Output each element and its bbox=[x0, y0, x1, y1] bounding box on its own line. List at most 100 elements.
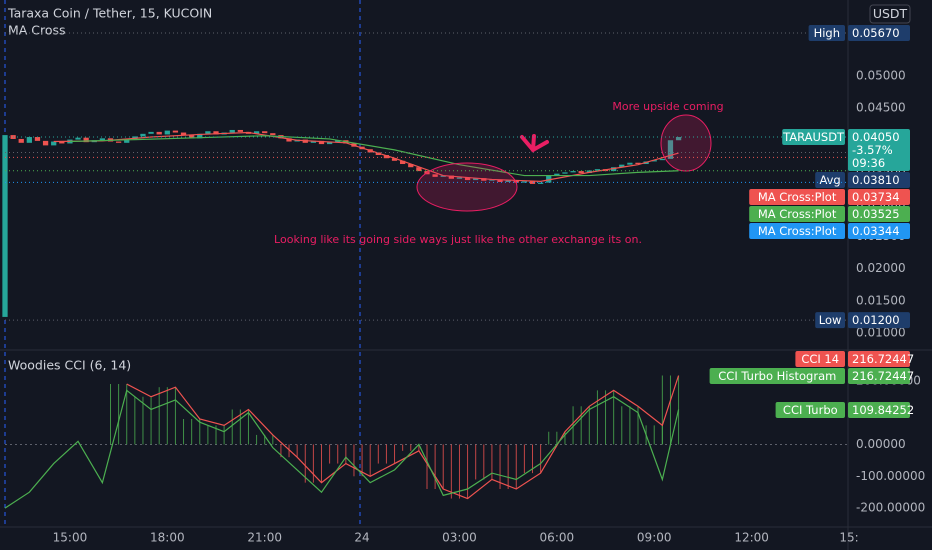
candle-body bbox=[416, 167, 422, 172]
candle-body bbox=[197, 133, 203, 139]
tag-label-box bbox=[749, 223, 845, 240]
candle-body bbox=[529, 181, 536, 184]
candle-body bbox=[2, 135, 8, 317]
candle-body bbox=[326, 142, 333, 145]
tag-value-box bbox=[848, 24, 910, 41]
tag-label-box bbox=[709, 368, 845, 384]
candle-body bbox=[310, 140, 317, 143]
candle-body bbox=[124, 138, 130, 143]
y-tick-label: 0.01500 bbox=[856, 293, 906, 307]
tag-value-box bbox=[848, 351, 910, 367]
tag-value: 0.05670 bbox=[852, 26, 900, 40]
tag-label: Avg bbox=[819, 173, 840, 187]
x-tick-label: 06:00 bbox=[540, 531, 575, 545]
tag-value-box bbox=[848, 312, 910, 329]
currency-label: USDT bbox=[873, 6, 908, 21]
x-tick-label: 09:00 bbox=[637, 531, 672, 545]
candle-body bbox=[594, 169, 601, 171]
y-tick-label: 0.05000 bbox=[856, 69, 906, 83]
candle-body bbox=[667, 140, 674, 159]
y-tick-label: 0.02000 bbox=[856, 261, 906, 275]
tag-value: 109.84252 bbox=[852, 403, 914, 417]
candle-body bbox=[489, 179, 495, 181]
highlight-ellipse bbox=[416, 162, 518, 212]
candle-body bbox=[237, 129, 243, 132]
candle-body bbox=[464, 177, 471, 181]
tag-label-box bbox=[775, 402, 845, 418]
tag-value-box bbox=[848, 172, 910, 189]
tag-value-box bbox=[848, 223, 910, 240]
candle-body bbox=[651, 160, 657, 162]
highlight-ellipse bbox=[660, 114, 712, 172]
candle-body bbox=[213, 131, 219, 135]
candle-body bbox=[578, 171, 584, 174]
tag-label: CCI Turbo bbox=[783, 403, 838, 417]
cci-line bbox=[4, 389, 680, 509]
x-tick-label: 24 bbox=[354, 531, 369, 545]
candle-body bbox=[335, 140, 341, 143]
arrow bbox=[520, 134, 549, 153]
candle-body bbox=[383, 155, 390, 159]
y-tick-label: 0.00000 bbox=[856, 437, 906, 451]
candle-body bbox=[205, 131, 211, 134]
candle-body bbox=[586, 170, 592, 174]
x-tick-label: 15:00 bbox=[53, 531, 88, 545]
candle-body bbox=[505, 180, 511, 183]
candle-body bbox=[635, 162, 641, 165]
tag-label-box bbox=[749, 189, 845, 206]
candle-body bbox=[497, 179, 503, 183]
tag-value-box bbox=[848, 129, 910, 172]
x-tick-label: 18:00 bbox=[150, 531, 185, 545]
candle-body bbox=[513, 180, 519, 183]
candle-body bbox=[627, 162, 633, 165]
tag-label: MA Cross:Plot bbox=[758, 190, 837, 204]
tag-value-box bbox=[848, 368, 910, 384]
candle-body bbox=[481, 178, 487, 181]
candle-body bbox=[562, 172, 568, 174]
candle-body bbox=[115, 141, 122, 143]
tag-label: CCI 14 bbox=[801, 352, 839, 366]
tag-value-box bbox=[848, 206, 910, 223]
tag-value: 0.03344 bbox=[852, 224, 900, 238]
x-tick-label: 03:00 bbox=[442, 531, 477, 545]
tag-label-box bbox=[808, 24, 845, 41]
tag-label-box bbox=[782, 129, 845, 146]
tag-label-box bbox=[795, 351, 845, 367]
candle-body bbox=[391, 158, 398, 161]
x-tick-label: 15: bbox=[839, 531, 858, 545]
tag-value: 0.03810 bbox=[852, 173, 900, 187]
candle-body bbox=[59, 141, 65, 144]
y-tick-label: -200.00000 bbox=[856, 501, 925, 515]
tag-label: High bbox=[814, 26, 840, 40]
candle-body bbox=[18, 138, 24, 143]
candle-body bbox=[554, 173, 560, 176]
indicator-label: MA Cross bbox=[8, 23, 66, 38]
tag-value: -3.57% bbox=[852, 143, 893, 157]
price-tags: High 0.05670 TARAUSDT 0.04050-3.57%09:36 Avg… bbox=[5, 24, 914, 418]
candle-body bbox=[172, 130, 179, 133]
tag-value: 216.72447 bbox=[852, 369, 914, 383]
annotation: Looking like its going side ways just li… bbox=[274, 233, 642, 246]
tag-label: CCI Turbo Histogram bbox=[718, 369, 836, 383]
candle-body bbox=[270, 133, 276, 136]
candle-body bbox=[318, 140, 325, 145]
tag-value-box bbox=[848, 402, 910, 418]
tag-label-box bbox=[749, 206, 845, 223]
annotation: More upside coming bbox=[612, 100, 723, 113]
tag-label-box bbox=[815, 312, 845, 329]
candle-body bbox=[546, 175, 552, 183]
currency-button[interactable] bbox=[869, 4, 911, 24]
y-tick-label: 0.01000 bbox=[856, 325, 906, 339]
candle-body bbox=[473, 178, 479, 181]
x-tick-label: 12:00 bbox=[734, 531, 769, 545]
candle-body bbox=[140, 133, 146, 137]
tag-value: 0.03525 bbox=[852, 207, 900, 221]
candle-body bbox=[440, 175, 446, 177]
candle-body bbox=[448, 175, 454, 179]
candle-body bbox=[619, 164, 625, 168]
x-tick-label: 21:00 bbox=[247, 531, 282, 545]
candle-body bbox=[156, 131, 162, 135]
candle-body bbox=[26, 137, 32, 143]
indicator-label: Woodies CCI (6, 14) bbox=[8, 358, 131, 373]
